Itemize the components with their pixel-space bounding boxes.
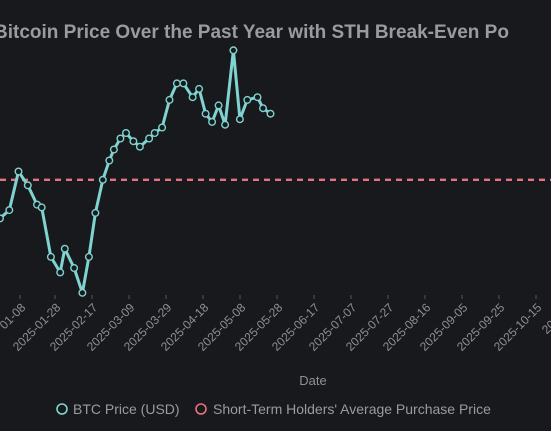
- btc-price-point[interactable]: [91, 208, 100, 217]
- btc-price-point[interactable]: [109, 145, 118, 154]
- legend-label-btc-price: BTC Price (USD): [73, 401, 180, 417]
- btc-price-point[interactable]: [56, 268, 65, 277]
- btc-price-point[interactable]: [259, 104, 268, 113]
- btc-price-point[interactable]: [135, 142, 144, 151]
- legend-item-sth-average[interactable]: Short-Term Holders' Average Purchase Pri…: [195, 401, 491, 417]
- btc-price-point[interactable]: [78, 288, 87, 297]
- btc-price-point[interactable]: [105, 156, 114, 165]
- btc-price-point[interactable]: [5, 206, 14, 215]
- legend-marker-btc-price: [56, 403, 68, 415]
- btc-price-point[interactable]: [14, 167, 23, 176]
- btc-price-point[interactable]: [243, 95, 252, 104]
- btc-price-point[interactable]: [150, 128, 159, 137]
- btc-price-point[interactable]: [84, 252, 93, 261]
- chart-title: Bitcoin Price Over the Past Year with ST…: [0, 22, 509, 43]
- btc-price-point[interactable]: [201, 109, 210, 118]
- btc-price-point[interactable]: [145, 134, 154, 143]
- btc-price-point[interactable]: [179, 79, 188, 88]
- btc-price-point[interactable]: [46, 252, 55, 261]
- btc-price-point[interactable]: [70, 264, 79, 273]
- btc-price-point[interactable]: [0, 214, 4, 223]
- btc-price-point[interactable]: [235, 115, 244, 124]
- btc-price-point[interactable]: [214, 101, 223, 110]
- btc-price-point[interactable]: [121, 128, 130, 137]
- btc-price-point[interactable]: [165, 95, 174, 104]
- btc-price-point[interactable]: [37, 203, 46, 212]
- btc-price-point[interactable]: [195, 84, 204, 93]
- legend-item-btc-price[interactable]: BTC Price (USD): [56, 401, 180, 417]
- btc-price-point[interactable]: [172, 79, 181, 88]
- btc-price-point[interactable]: [116, 134, 125, 143]
- btc-price-point[interactable]: [221, 120, 230, 129]
- btc-price-point[interactable]: [208, 117, 217, 126]
- btc-price-point[interactable]: [129, 137, 138, 146]
- x-axis-label: Date: [299, 373, 326, 388]
- legend: BTC Price (USD) Short-Term Holders' Aver…: [56, 401, 491, 417]
- btc-price-point[interactable]: [229, 46, 238, 55]
- plot-area: [0, 46, 551, 297]
- btc-price-point[interactable]: [188, 93, 197, 102]
- btc-price-point[interactable]: [60, 244, 69, 253]
- legend-marker-sth-average: [195, 403, 207, 415]
- btc-price-point[interactable]: [98, 175, 107, 184]
- legend-label-sth-average: Short-Term Holders' Average Purchase Pri…: [213, 401, 491, 417]
- btc-price-point[interactable]: [158, 123, 167, 132]
- btc-price-point[interactable]: [253, 93, 262, 102]
- btc-price-point[interactable]: [266, 109, 275, 118]
- btc-price-point[interactable]: [23, 181, 32, 190]
